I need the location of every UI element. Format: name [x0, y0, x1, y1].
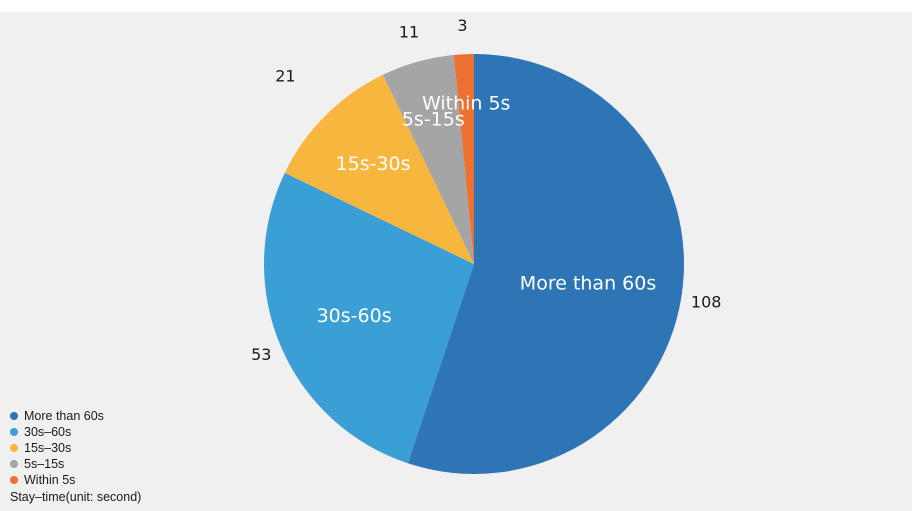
slice-label-within-5s: Within 5s [422, 92, 511, 114]
pie-slice-15s-30s [284, 74, 474, 264]
value-label-15s-30s: 21 [275, 66, 295, 85]
legend-item-more-than-60s: More than 60s [10, 408, 141, 424]
legend-swatch [10, 412, 18, 420]
slice-label-5s-15s: 5s-15s [402, 108, 465, 130]
legend-label: 15s–30s [24, 441, 72, 455]
slice-label-30s-60s: 30s-60s [317, 305, 392, 327]
value-label-30s-60s: 53 [251, 345, 271, 364]
legend-item-15s-30s: 15s–30s [10, 440, 141, 456]
legend-swatch [10, 460, 18, 468]
value-label-within-5s: 3 [457, 16, 467, 35]
value-label-5s-15s: 11 [399, 22, 419, 41]
legend: More than 60s 30s–60s 15s–30s 5s–15s Wit… [10, 408, 141, 505]
legend-swatch [10, 476, 18, 484]
pie-slice-within-5s [453, 54, 474, 264]
value-label-more-than-60s: 108 [691, 293, 722, 312]
legend-item-30s-60s: 30s–60s [10, 424, 141, 440]
legend-label: Within 5s [24, 473, 76, 487]
legend-item-5s-15s: 5s–15s [10, 456, 141, 472]
pie-slice-more-than-60s [407, 54, 684, 474]
legend-label: 30s–60s [24, 425, 72, 439]
slice-label-15s-30s: 15s-30s [336, 153, 411, 175]
legend-swatch [10, 444, 18, 452]
legend-label: 5s–15s [24, 457, 65, 471]
legend-title: Stay–time(unit: second) [10, 490, 142, 504]
pie-slice-5s-15s [382, 54, 474, 265]
pie-chart: More than 60s 108 30s-60s 53 15s-30s 21 5s-15s… [251, 16, 722, 474]
pie-slice-30s-60s [263, 172, 474, 464]
legend-label: More than 60s [24, 409, 104, 423]
legend-item-within-5s: Within 5s [10, 472, 141, 488]
chart-panel: More than 60s 108 30s-60s 53 15s-30s 21 5s-15s… [0, 12, 912, 511]
slice-label-more-than-60s: More than 60s [520, 272, 656, 294]
legend-swatch [10, 428, 18, 436]
